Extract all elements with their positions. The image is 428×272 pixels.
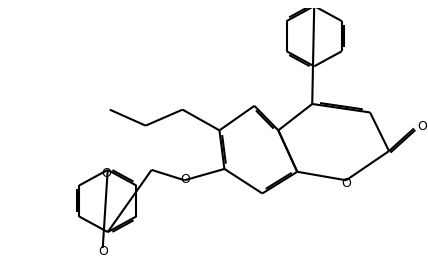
Text: O: O xyxy=(98,245,108,258)
Text: O: O xyxy=(181,173,190,186)
Text: O: O xyxy=(417,120,427,133)
Text: O: O xyxy=(101,167,111,180)
Text: O: O xyxy=(341,177,351,190)
